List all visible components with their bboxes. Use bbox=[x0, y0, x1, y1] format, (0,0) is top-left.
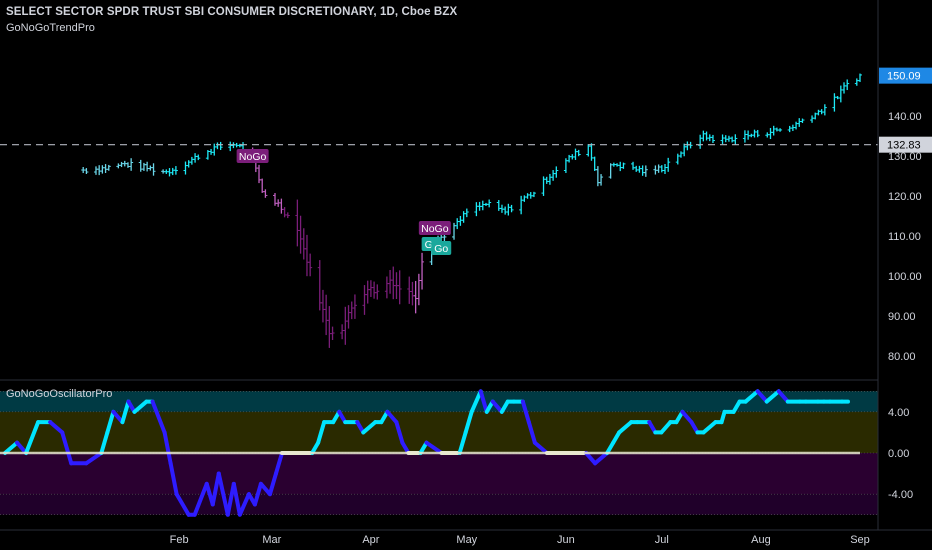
oscillator-segment bbox=[776, 389, 790, 404]
oscillator-tick-label: -4.00 bbox=[888, 489, 913, 501]
signal-labels: NoGoNoGoGoGo bbox=[236, 149, 452, 255]
oscillator-segment bbox=[105, 409, 116, 435]
oscillator-segment bbox=[593, 451, 610, 466]
time-tick-label: Apr bbox=[362, 534, 379, 546]
price-tick-label: 140.00 bbox=[888, 111, 922, 123]
oscillator-segment bbox=[273, 451, 284, 476]
oscillator-segment bbox=[231, 481, 242, 517]
oscillator-line bbox=[0, 389, 860, 517]
oscillator-segment bbox=[237, 492, 251, 517]
oscillator-segment bbox=[755, 389, 769, 404]
oscillator-segment bbox=[99, 430, 110, 455]
oscillator-segment bbox=[3, 440, 20, 455]
time-tick-label: Jul bbox=[655, 534, 669, 546]
oscillator-segment bbox=[162, 430, 173, 466]
oscillator-indicator-label[interactable]: GoNoGoOscillatorPro bbox=[6, 388, 113, 400]
oscillator-segment bbox=[150, 399, 167, 435]
oscillator-segment bbox=[463, 409, 474, 435]
oscillator-segment bbox=[617, 420, 634, 435]
oscillator-segment bbox=[24, 420, 41, 455]
oscillator-segment bbox=[210, 471, 221, 507]
time-tick-label: Mar bbox=[262, 534, 281, 546]
oscillator-segment bbox=[267, 471, 278, 497]
last-price-label: 150.09 bbox=[887, 71, 921, 83]
oscillator-segment bbox=[15, 440, 29, 455]
oscillator-segment bbox=[424, 440, 444, 455]
signal-label-text: NoGo bbox=[421, 223, 449, 235]
oscillator-segment bbox=[120, 399, 131, 425]
time-tick-label: Aug bbox=[751, 534, 771, 546]
trend-indicator-label[interactable]: GoNoGoTrendPro bbox=[6, 22, 95, 34]
oscillator-segment bbox=[478, 389, 489, 414]
oscillator-segment bbox=[701, 420, 718, 435]
price-tick-label: 110.00 bbox=[888, 231, 921, 243]
oscillator-segment bbox=[168, 461, 179, 497]
oscillator-segment bbox=[132, 399, 149, 414]
oscillator-segment bbox=[361, 420, 378, 435]
oscillator-segment bbox=[60, 430, 74, 466]
oscillator-segment bbox=[174, 492, 191, 517]
signal-label-text: NoGo bbox=[239, 151, 267, 163]
reference-price-label-box bbox=[879, 136, 932, 153]
time-tick-label: May bbox=[456, 534, 477, 546]
oscillator-segment bbox=[743, 389, 760, 404]
price-tick-label: 100.00 bbox=[888, 271, 922, 283]
oscillator-segment bbox=[394, 420, 405, 445]
oscillator-segment bbox=[764, 389, 781, 404]
oscillator-segment bbox=[48, 420, 65, 435]
price-tick-label: 80.00 bbox=[888, 351, 916, 363]
oscillator-zone bbox=[0, 453, 878, 495]
oscillator-segment bbox=[520, 399, 531, 425]
oscillator-segment bbox=[192, 481, 209, 517]
price-tick-label: 120.00 bbox=[888, 191, 922, 203]
signal-label-box bbox=[431, 241, 452, 255]
oscillator-zones bbox=[0, 390, 878, 516]
oscillator-segment bbox=[316, 420, 327, 445]
oscillator-segment bbox=[216, 471, 230, 517]
oscillator-segment bbox=[490, 399, 504, 414]
last-price-label-box bbox=[879, 67, 932, 84]
oscillator-segment bbox=[659, 420, 673, 435]
chart-title: SELECT SECTOR SPDR TRUST SBI CONSUMER DI… bbox=[6, 6, 458, 18]
oscillator-zone bbox=[0, 494, 878, 515]
signal-label-box bbox=[418, 221, 451, 235]
price-tick-label: 130.00 bbox=[888, 151, 922, 163]
signal-label-box bbox=[236, 149, 269, 163]
oscillator-tick-label: 0.00 bbox=[888, 448, 909, 460]
oscillator-segment bbox=[532, 440, 549, 455]
reference-price-label: 132.83 bbox=[887, 140, 921, 152]
oscillator-segment bbox=[469, 389, 483, 414]
oscillator-segment bbox=[252, 481, 263, 507]
oscillator-segment bbox=[84, 451, 104, 466]
oscillator-tick-label: 4.00 bbox=[888, 407, 909, 419]
oscillator-segment bbox=[526, 420, 537, 445]
oscillator-segment bbox=[584, 451, 598, 466]
signal-label-text: Go bbox=[434, 243, 448, 255]
time-tick-label: Sep bbox=[850, 534, 870, 546]
price-tick-label: 90.00 bbox=[888, 311, 916, 323]
oscillator-zone bbox=[0, 411, 878, 453]
oscillator-segment bbox=[457, 430, 468, 455]
time-tick-label: Jun bbox=[557, 534, 575, 546]
oscillator-segment bbox=[385, 409, 399, 425]
oscillator-zone bbox=[0, 391, 878, 412]
oscillator-segment bbox=[680, 409, 694, 425]
time-tick-label: Feb bbox=[170, 534, 189, 546]
